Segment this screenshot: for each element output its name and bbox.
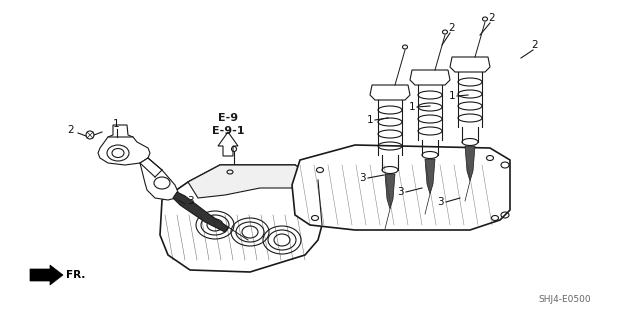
Text: 3: 3 — [397, 187, 403, 197]
Polygon shape — [188, 165, 318, 198]
Polygon shape — [425, 159, 435, 194]
Text: 2: 2 — [449, 23, 455, 33]
Text: 3: 3 — [436, 197, 444, 207]
Polygon shape — [160, 165, 322, 272]
Polygon shape — [98, 137, 150, 165]
Polygon shape — [410, 70, 450, 85]
Polygon shape — [292, 145, 510, 230]
Text: SHJ4-E0500: SHJ4-E0500 — [539, 295, 591, 305]
Text: 1: 1 — [409, 102, 415, 112]
Text: 1: 1 — [113, 119, 119, 129]
Text: 1: 1 — [449, 91, 455, 101]
Polygon shape — [465, 146, 475, 181]
Polygon shape — [370, 85, 410, 100]
Polygon shape — [108, 125, 133, 144]
Text: 3: 3 — [358, 173, 365, 183]
Polygon shape — [140, 158, 178, 200]
Text: FR.: FR. — [66, 270, 85, 280]
Text: 2: 2 — [489, 13, 495, 23]
Text: 3: 3 — [187, 196, 193, 206]
Text: E-9: E-9 — [218, 113, 238, 123]
Polygon shape — [385, 174, 395, 209]
Text: 1: 1 — [367, 115, 373, 125]
Polygon shape — [450, 57, 490, 72]
Polygon shape — [173, 192, 228, 232]
Text: 2: 2 — [68, 125, 74, 135]
Text: E-9-1: E-9-1 — [212, 126, 244, 136]
Text: 2: 2 — [532, 40, 538, 50]
Polygon shape — [30, 265, 63, 285]
